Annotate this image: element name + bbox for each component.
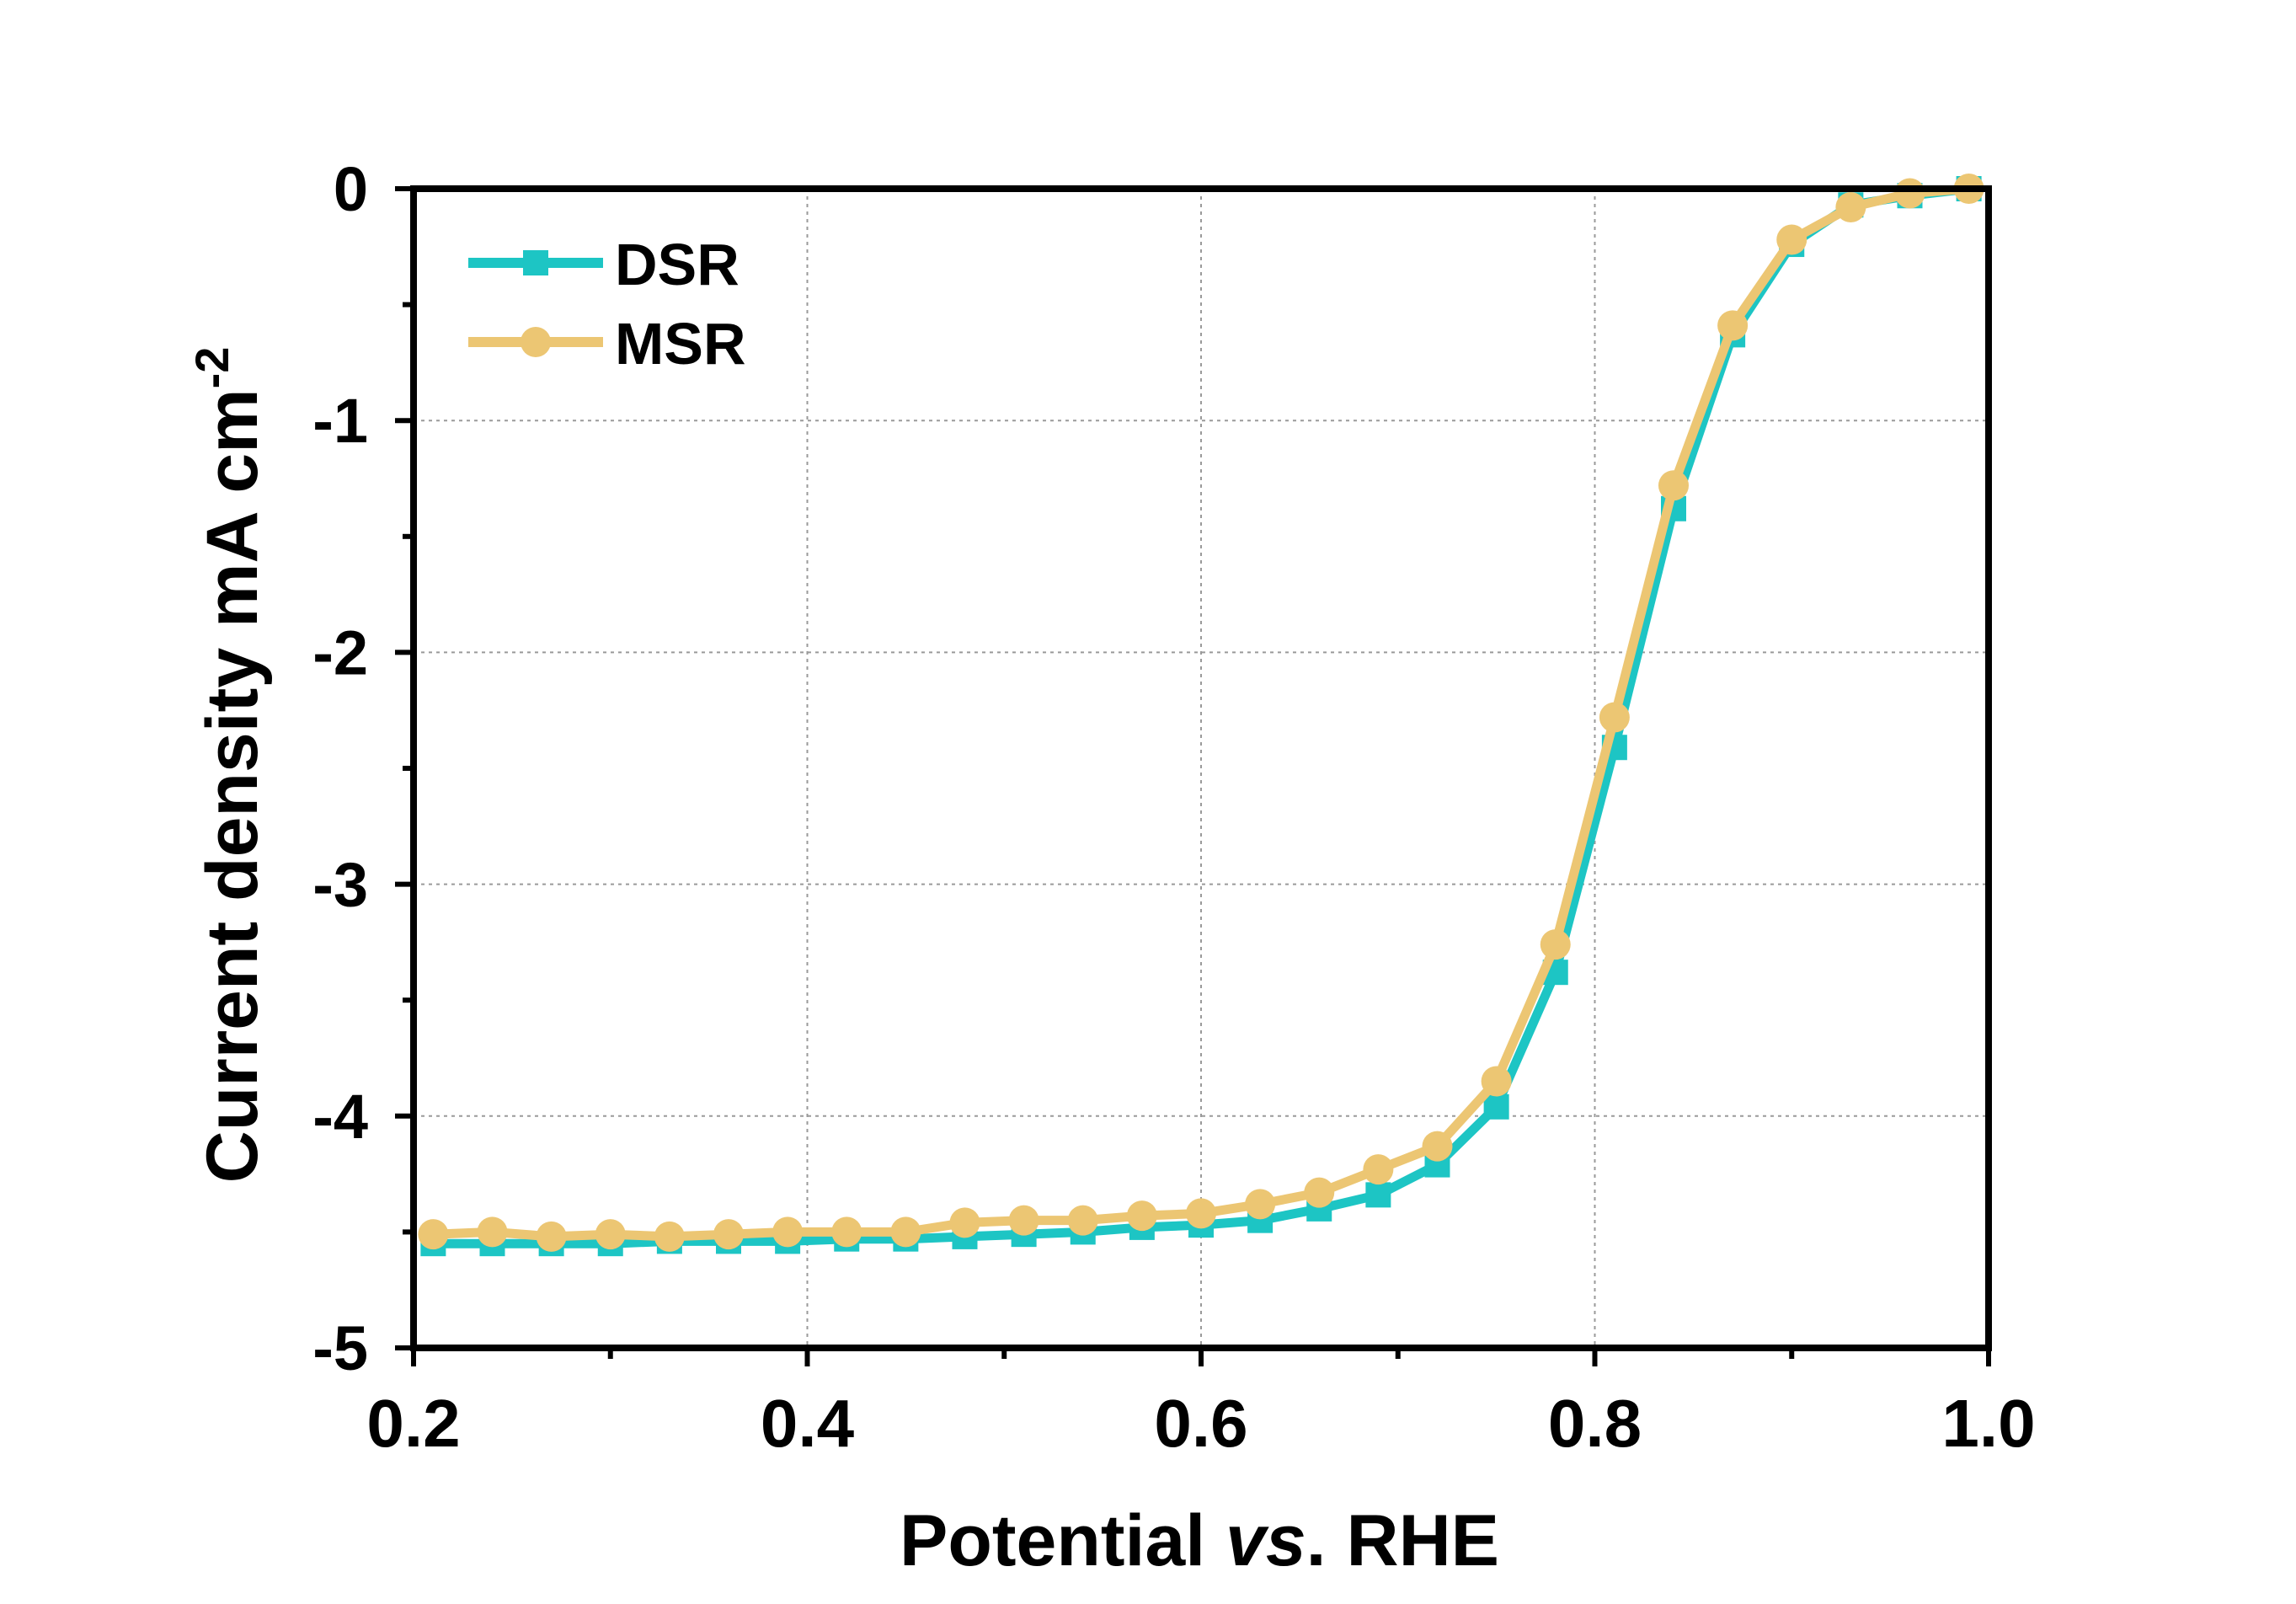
series-msr [418,174,1984,1252]
data-point-msr-13 [1186,1198,1216,1229]
data-point-msr-24 [1835,192,1866,223]
data-point-msr-9 [949,1207,980,1238]
data-point-msr-5 [713,1219,744,1250]
legend-marker-dsr [523,250,548,275]
y-tick-label-2: -2 [312,618,368,687]
data-point-msr-15 [1304,1177,1335,1208]
legend: DSR MSR [468,232,746,377]
x-tick-label-1: 0.4 [761,1386,855,1461]
legend-label-msr: MSR [615,311,746,377]
data-point-dsr-18 [1483,1093,1509,1120]
data-point-msr-21 [1658,470,1689,501]
data-point-msr-6 [772,1216,804,1248]
legend-marker-msr [521,327,551,357]
data-point-msr-23 [1776,224,1807,255]
legend-item-dsr: DSR [468,232,740,297]
data-point-msr-1 [477,1216,508,1248]
data-point-msr-11 [1067,1205,1098,1236]
y-tick-labels: 0 -1 -2 -3 -4 -5 [312,154,368,1383]
x-tick-label-2: 0.6 [1154,1386,1247,1461]
data-point-msr-16 [1363,1154,1394,1185]
data-point-msr-10 [1008,1205,1039,1236]
legend-item-msr: MSR [468,311,746,377]
data-point-msr-12 [1126,1200,1157,1232]
y-tick-label-5: -5 [312,1313,368,1383]
x-tick-label-3: 0.8 [1548,1386,1642,1461]
y-tick-label-1: -1 [312,386,368,456]
data-point-msr-2 [536,1221,567,1252]
data-point-msr-4 [654,1221,685,1252]
data-point-msr-19 [1540,929,1571,960]
data-point-dsr-16 [1365,1182,1391,1208]
legend-label-dsr: DSR [615,232,740,297]
data-point-msr-3 [595,1219,626,1250]
y-tick-label-4: -4 [312,1082,368,1152]
data-point-msr-18 [1481,1066,1512,1097]
y-axis-title-superscript: -2 [185,347,238,389]
y-tick-label-3: -3 [312,850,368,920]
grid-lines [414,189,1989,1348]
x-axis-title-italic-vs: vs [1225,1500,1306,1581]
x-axis-title: Potential vs. RHE [900,1500,1499,1581]
data-point-msr-25 [1894,178,1925,209]
y-axis-title: Current density mA cm-2 [185,347,273,1184]
data-point-msr-8 [890,1216,921,1248]
x-tick-label-4: 1.0 [1941,1386,2035,1461]
data-point-msr-20 [1599,702,1630,733]
x-tick-label-0: 0.2 [366,1386,460,1461]
plot-area-frame [410,185,1992,1351]
data-point-msr-22 [1717,310,1749,341]
x-axis-title-part-3: . RHE [1306,1500,1499,1581]
data-point-msr-14 [1245,1189,1276,1220]
data-point-msr-7 [831,1216,862,1248]
y-axis-title-main: Current density mA cm [192,388,273,1183]
plot-series [418,174,1984,1257]
data-point-msr-17 [1422,1131,1453,1162]
data-point-msr-0 [418,1219,449,1250]
x-tick-labels: 0.2 0.4 0.6 0.8 1.0 [366,1386,2035,1461]
y-tick-label-0: 0 [334,154,368,224]
x-axis-title-part-1: Potential [900,1500,1225,1581]
